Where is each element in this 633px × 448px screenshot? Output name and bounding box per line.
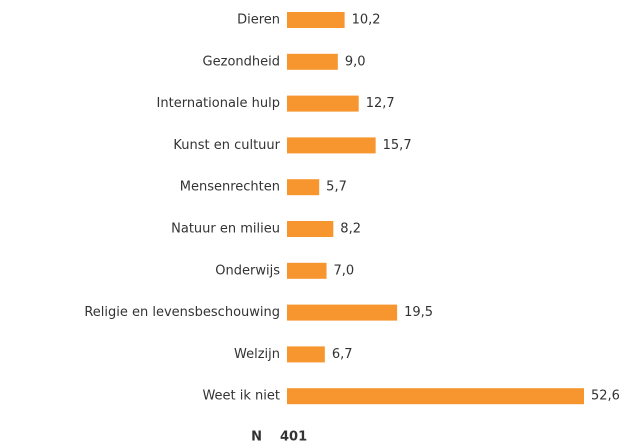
- bar: [287, 179, 320, 196]
- category-label: Kunst en cultuur: [173, 138, 280, 153]
- bar: [287, 12, 345, 28]
- value-label: 5,7: [326, 180, 347, 195]
- value-label: 6,7: [332, 347, 353, 362]
- category-label: Natuur en milieu: [171, 222, 280, 237]
- n-value: 401: [280, 430, 307, 445]
- category-label: Onderwijs: [215, 263, 280, 278]
- bar: [287, 388, 584, 405]
- category-label: Welzijn: [234, 347, 280, 362]
- value-label: 52,6: [591, 389, 620, 404]
- value-label: 12,7: [366, 96, 395, 111]
- bar: [287, 262, 327, 279]
- category-label: Gezondheid: [203, 54, 280, 69]
- value-label: 19,5: [404, 305, 433, 320]
- value-label: 15,7: [383, 138, 412, 153]
- value-label: 7,0: [334, 263, 355, 278]
- category-label: Dieren: [237, 13, 280, 28]
- category-label: Weet ik niet: [202, 389, 280, 404]
- category-label: Internationale hulp: [157, 96, 280, 111]
- bar: [287, 304, 398, 321]
- bar: [287, 346, 325, 363]
- bar: [287, 53, 338, 70]
- bar: [287, 221, 334, 237]
- value-label: 9,0: [345, 54, 366, 69]
- category-label: Mensenrechten: [180, 180, 280, 195]
- n-label: N: [251, 430, 262, 445]
- bar: [287, 137, 376, 154]
- value-label: 8,2: [340, 222, 361, 237]
- category-label: Religie en levensbeschouwing: [84, 305, 280, 320]
- bar: [287, 95, 359, 112]
- value-label: 10,2: [352, 13, 381, 28]
